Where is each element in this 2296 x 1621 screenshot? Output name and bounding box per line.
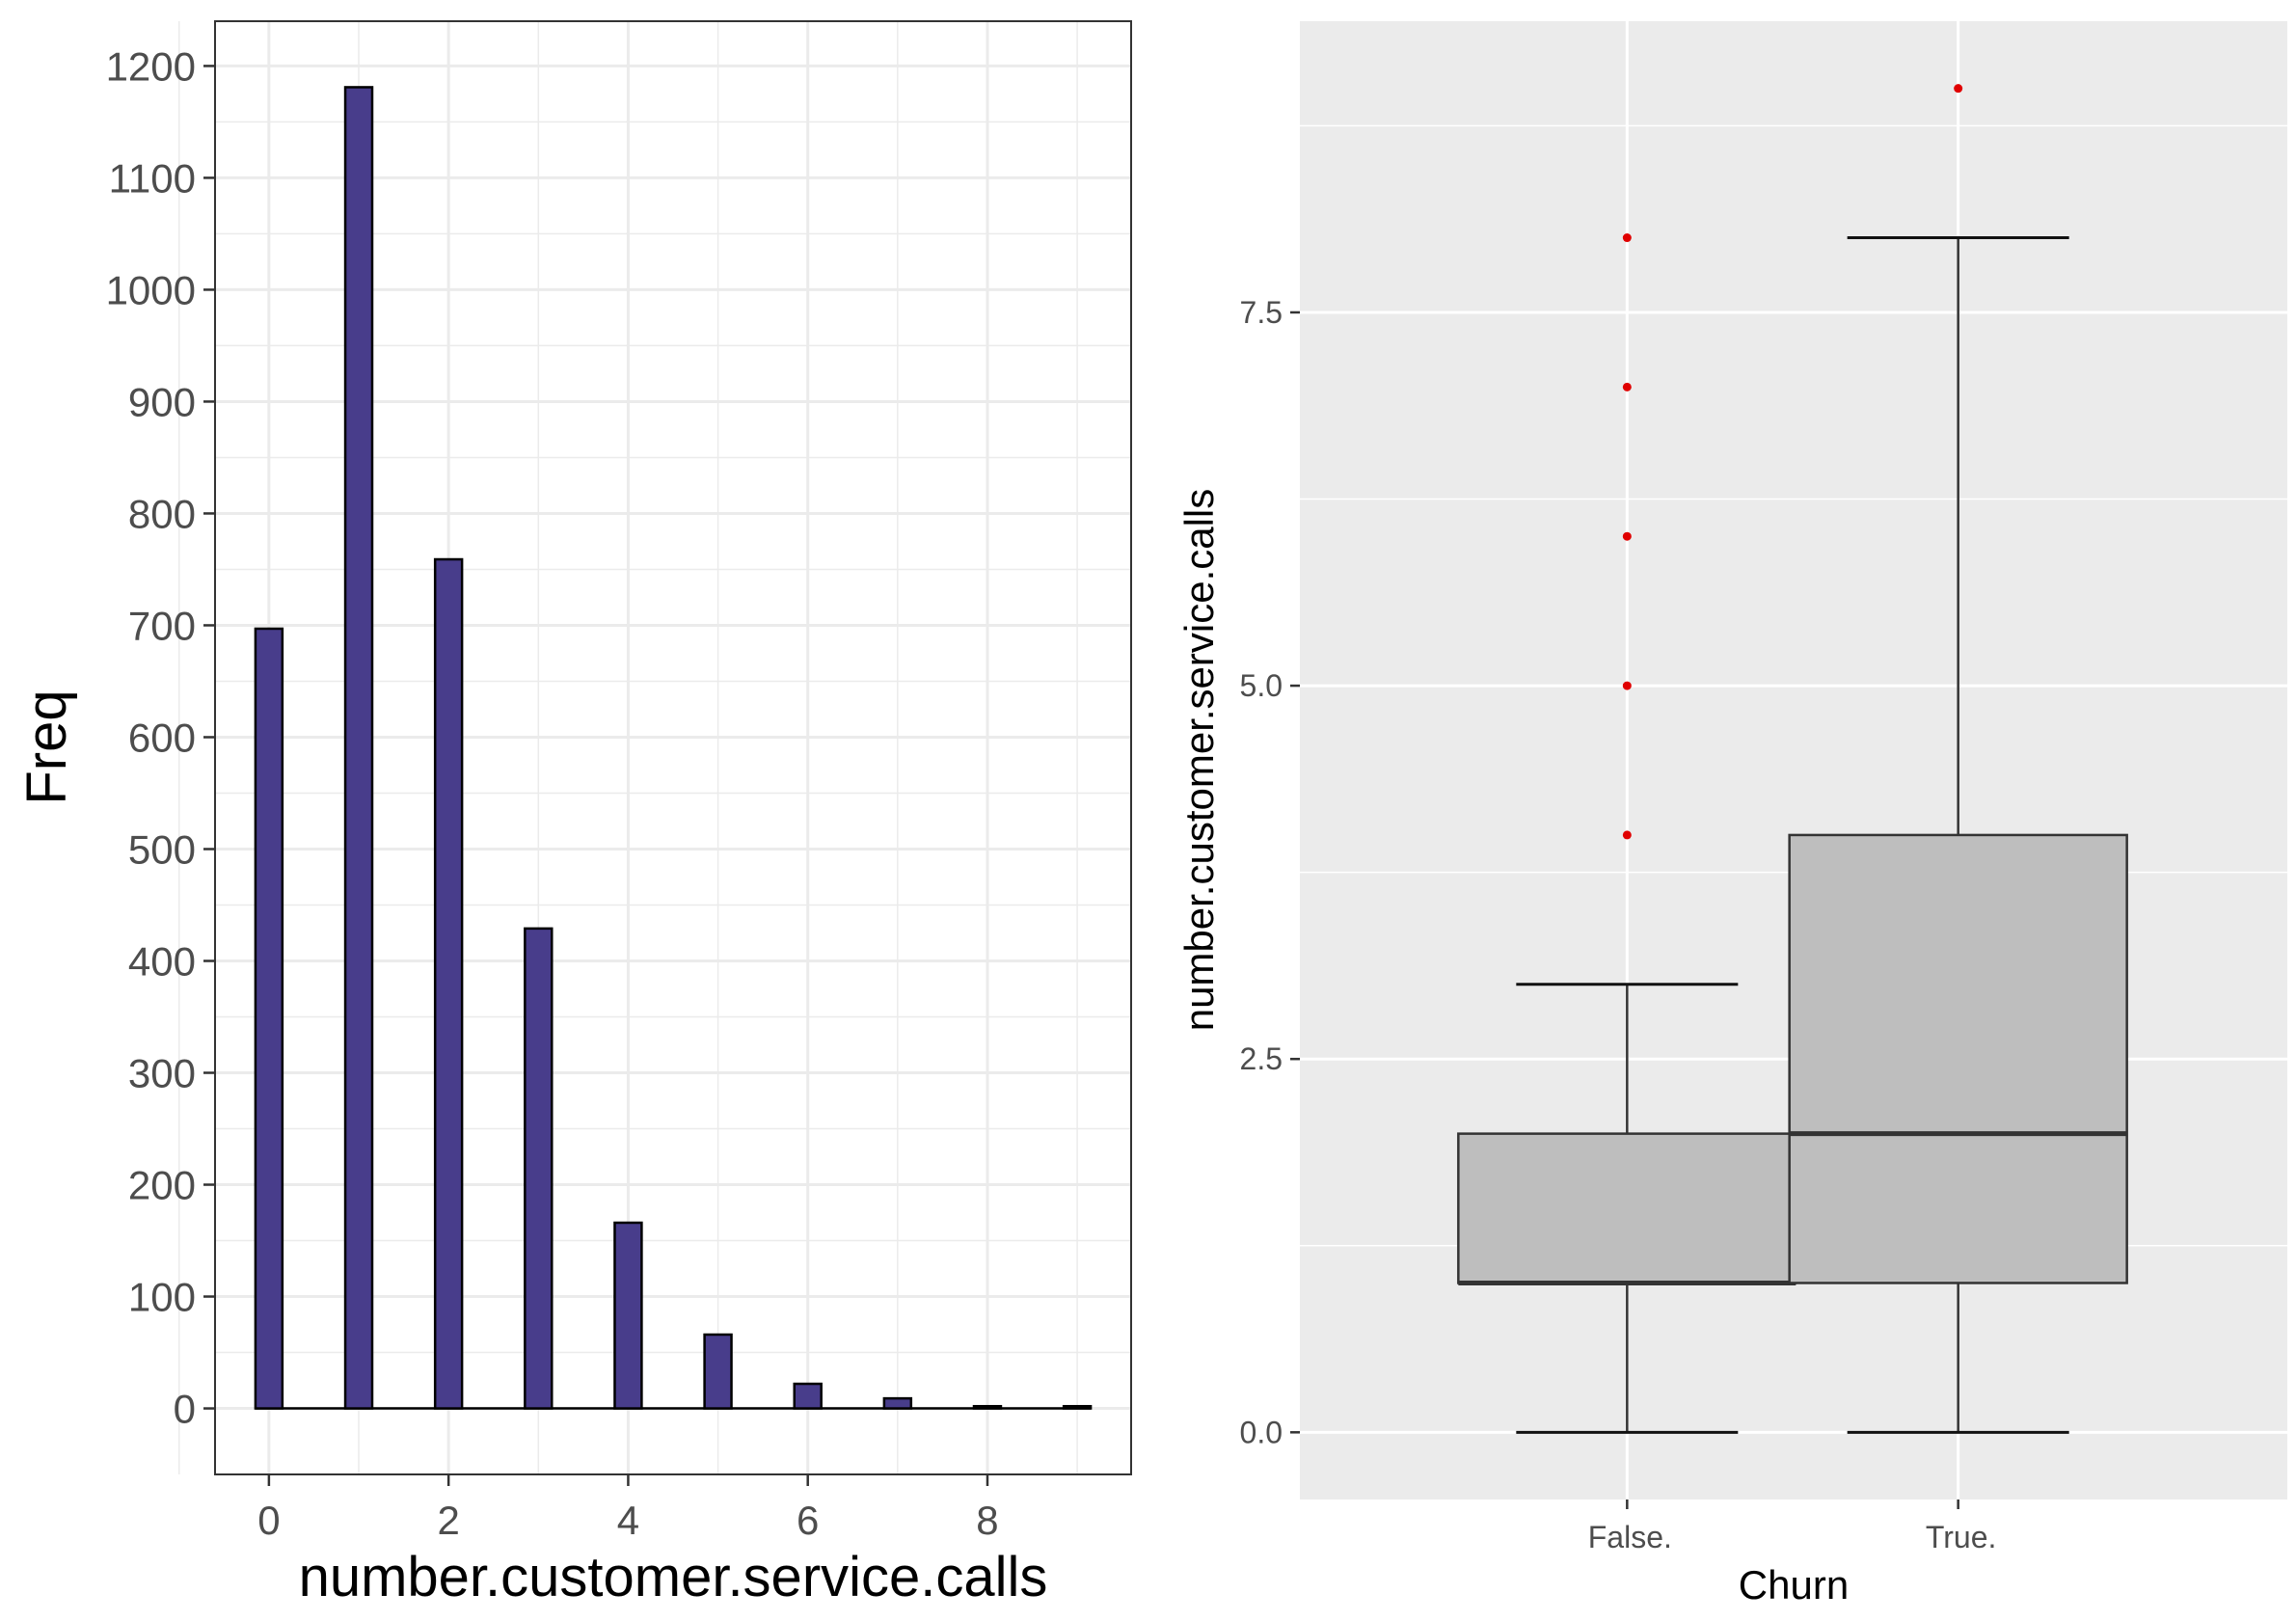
boxplot-x-tick-label: True.: [1926, 1520, 1997, 1554]
histogram-y-axis-title: Freq: [15, 689, 78, 804]
histogram-x-tick-label: 2: [437, 1498, 459, 1543]
histogram-y-tick-label: 800: [128, 491, 196, 536]
histogram-x-tick-label: 8: [976, 1498, 998, 1543]
boxplot-outlier-point: [1622, 830, 1632, 840]
boxplot-y-tick-label: 5.0: [1240, 668, 1283, 703]
boxplot-y-tick-label: 0.0: [1240, 1415, 1283, 1449]
boxplot-outlier-point: [1622, 681, 1632, 690]
boxplot-box: [1788, 833, 2128, 1284]
histogram-y-tick-label: 900: [128, 379, 196, 424]
histogram-y-tick-label: 0: [174, 1387, 196, 1432]
histogram-bar: [613, 1221, 643, 1410]
histogram-y-tick-label: 700: [128, 603, 196, 648]
boxplot-box-group: [1788, 84, 2128, 1434]
histogram-y-tick-label: 200: [128, 1163, 196, 1208]
histogram-bar: [703, 1333, 733, 1410]
histogram-bar: [343, 86, 374, 1410]
histogram-y-tick-label: 100: [128, 1275, 196, 1320]
histogram-x-tick-label: 4: [617, 1498, 639, 1543]
histogram-y-tick-label: 600: [128, 715, 196, 760]
histogram-x-tick-label: 0: [257, 1498, 280, 1543]
boxplot-y-tick-label: 2.5: [1240, 1041, 1283, 1076]
histogram-bar: [882, 1396, 913, 1410]
boxplot-x-tick-label: False.: [1588, 1520, 1672, 1554]
histogram-y-tick-label: 1000: [106, 267, 196, 312]
histogram-y-tick-label: 300: [128, 1051, 196, 1096]
boxplot-outlier-point: [1954, 84, 1963, 94]
boxplot-y-axis-title: number.customer.service.calls: [1176, 489, 1222, 1032]
boxplot-x-axis-title: Churn: [1739, 1562, 1849, 1607]
histogram-bar: [254, 627, 284, 1410]
histogram-bar: [793, 1382, 823, 1410]
boxplot-box: [1457, 1132, 1797, 1284]
histogram-x-axis-title: number.customer.service.calls: [299, 1546, 1048, 1608]
boxplot-chart: 0.0 2.5 5.0 7.5 False. True. Churn number.cus…: [1176, 21, 2287, 1607]
histogram-bar: [433, 557, 464, 1410]
boxplot-axes: 0.0 2.5 5.0 7.5 False. True.: [1240, 295, 1997, 1554]
boxplot-outlier-point: [1622, 531, 1632, 541]
boxplot-y-tick-label: 7.5: [1240, 295, 1283, 330]
histogram-axes: 0 100 200 300 400 500 600 700 800 900 1000 1100 1200…: [106, 43, 999, 1543]
histogram-x-tick-label: 6: [797, 1498, 819, 1543]
histogram-y-tick-label: 400: [128, 939, 196, 985]
boxplot-outlier-point: [1622, 382, 1632, 392]
boxplot-box-group: [1457, 233, 1797, 1434]
histogram-y-tick-label: 1200: [106, 43, 196, 89]
histogram-bar: [972, 1404, 1003, 1410]
histogram-bar: [524, 927, 554, 1410]
boxplot-boxes: [1457, 84, 2128, 1434]
histogram-chart: 0 100 200 300 400 500 600 700 800 900 1000 1100 1200…: [15, 20, 1132, 1608]
histogram-bars: [254, 86, 1093, 1410]
histogram-y-tick-label: 500: [128, 826, 196, 872]
histogram-y-tick-label: 1100: [109, 155, 196, 201]
boxplot-outlier-point: [1622, 233, 1632, 243]
histogram-panel-border: [214, 20, 1132, 1475]
histogram-bar: [1062, 1404, 1093, 1410]
